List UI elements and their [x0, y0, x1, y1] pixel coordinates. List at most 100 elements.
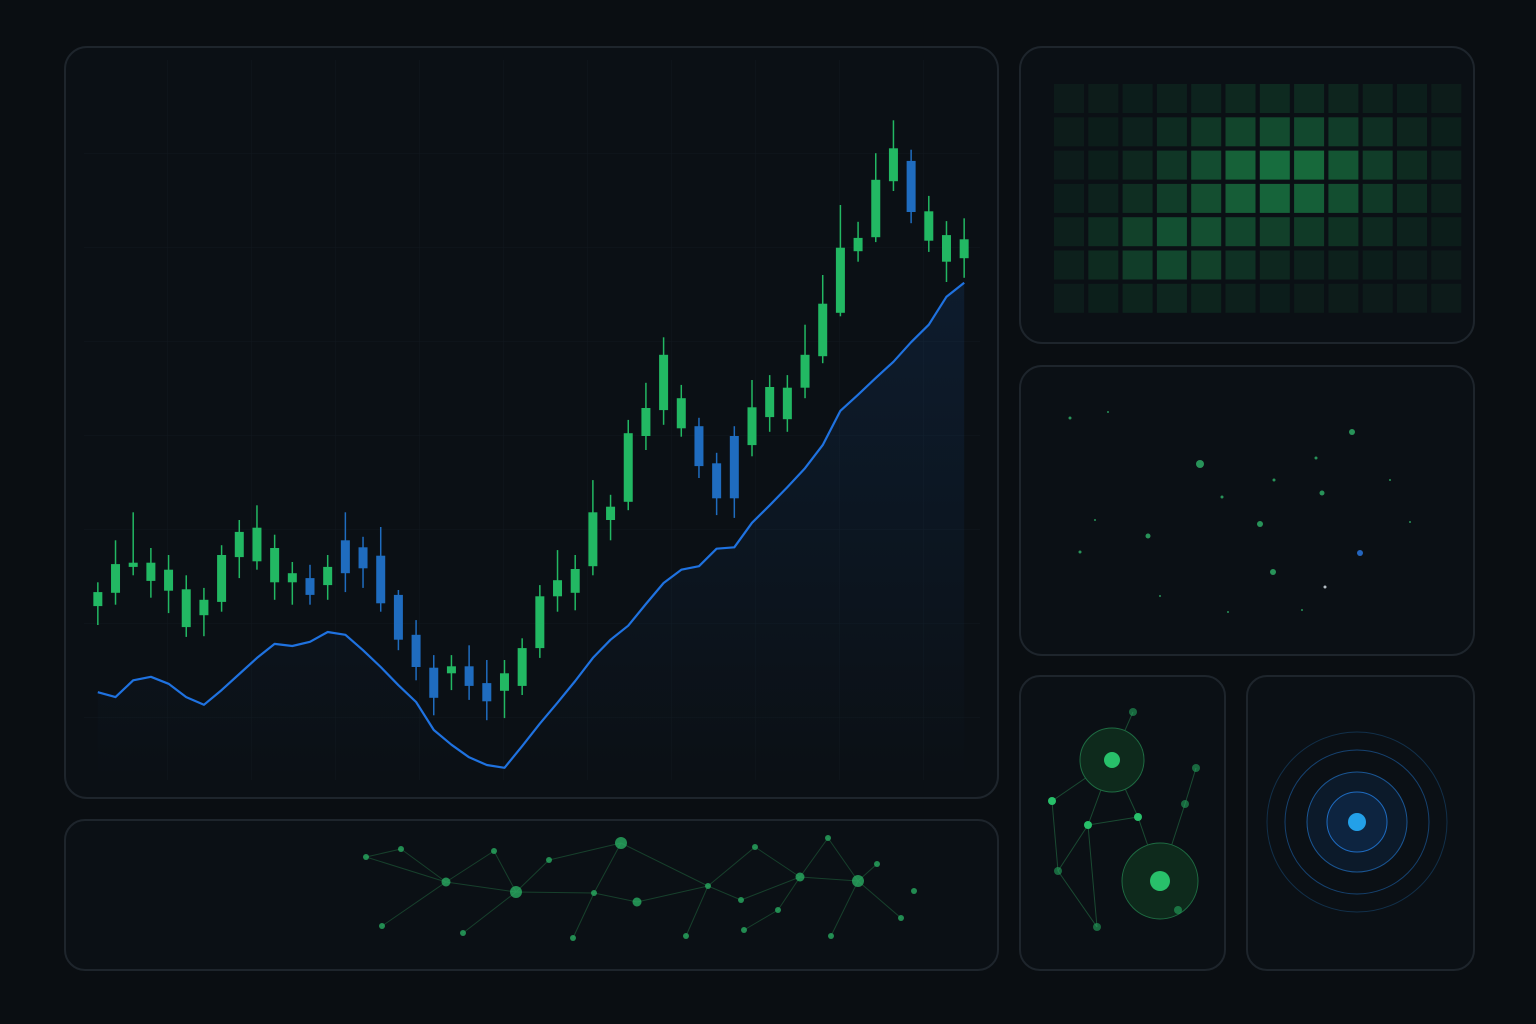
network-node — [795, 872, 805, 882]
network-node — [460, 930, 466, 936]
heatmap-cell — [1122, 250, 1153, 280]
network-link — [799, 837, 829, 878]
heatmap-cell — [1259, 250, 1290, 280]
network-link — [1087, 824, 1098, 928]
scatter-dot — [1409, 521, 1411, 523]
heatmap-cell — [1156, 84, 1187, 113]
heatmap-cell — [1362, 84, 1393, 113]
heatmap-cell — [1328, 117, 1359, 147]
scatter-dot — [1068, 416, 1072, 420]
candle-body — [111, 564, 121, 593]
network-link — [827, 837, 859, 882]
candle-body — [747, 407, 757, 446]
candle-body — [93, 592, 103, 607]
network-link — [1057, 870, 1098, 928]
network-link — [515, 859, 550, 893]
scatter-dot — [1196, 460, 1204, 468]
candle-body — [835, 247, 845, 313]
heatmap-cell — [1328, 250, 1359, 280]
network-node — [828, 933, 834, 939]
candle-body — [464, 666, 474, 686]
heatmap-cell — [1054, 217, 1084, 247]
network-link — [636, 885, 709, 903]
candle-body — [446, 666, 456, 674]
network-node — [632, 897, 642, 907]
scatter-dot — [1272, 478, 1276, 482]
candle-body — [782, 387, 792, 420]
network-node — [1174, 906, 1182, 914]
candle-body — [217, 555, 227, 602]
network-link — [685, 885, 709, 937]
network-link — [462, 891, 517, 934]
scatter-dot — [1107, 411, 1109, 413]
heatmap-cell — [1362, 283, 1393, 313]
candle-body — [535, 596, 545, 649]
network-node — [775, 907, 781, 913]
heatmap-cell — [1294, 150, 1325, 180]
network-link — [777, 876, 801, 911]
heatmap-cell — [1054, 150, 1084, 180]
candle-body — [765, 387, 775, 418]
network-link — [1087, 816, 1139, 826]
scatter-dot — [1301, 609, 1303, 611]
heatmap-cell — [1225, 117, 1256, 147]
heatmap-cell — [1397, 84, 1427, 113]
network-node — [510, 886, 522, 898]
candle-body — [287, 573, 297, 583]
candle-body — [234, 531, 244, 558]
candle-body — [482, 683, 492, 702]
heatmap-cell — [1328, 217, 1359, 247]
heatmap-cell — [1362, 183, 1393, 213]
decorations — [1266, 731, 1448, 913]
heatmap-cell — [1225, 217, 1256, 247]
network-node — [874, 861, 880, 867]
heatmap-cell — [1259, 84, 1290, 113]
network-link — [754, 846, 801, 878]
network-node — [441, 877, 451, 887]
candle-body — [570, 569, 580, 593]
network-node — [911, 888, 917, 894]
heatmap-cell — [1362, 217, 1393, 247]
heatmap-cell — [1294, 283, 1325, 313]
candle-body — [340, 540, 350, 574]
candle-body — [393, 594, 403, 640]
network-link — [799, 876, 859, 882]
candle-body — [729, 436, 739, 499]
heatmap-cell — [1156, 283, 1187, 313]
network-node — [570, 935, 576, 941]
network-node — [738, 897, 744, 903]
network-link — [365, 848, 402, 858]
candle-body — [270, 548, 280, 583]
heatmap-cell — [1431, 150, 1462, 180]
candle-body — [712, 463, 722, 499]
candle-body — [305, 578, 315, 595]
heatmap-cell — [1054, 283, 1084, 313]
network-node — [615, 837, 627, 849]
network-link — [593, 892, 638, 903]
network-link — [1184, 767, 1197, 805]
network-link — [740, 876, 801, 901]
candle-body — [659, 354, 669, 411]
scatter-dot — [1094, 519, 1096, 521]
candle-body — [906, 160, 916, 212]
scatter-dot — [1349, 429, 1355, 435]
network-link — [593, 842, 622, 894]
network-link — [743, 909, 779, 931]
heatmap-cell — [1328, 150, 1359, 180]
network-link — [365, 856, 447, 883]
heatmap-cell — [1122, 84, 1153, 113]
heatmap-cell — [1397, 217, 1427, 247]
heatmap-cell — [1397, 117, 1427, 147]
network-node — [683, 933, 689, 939]
network-link — [620, 842, 709, 887]
network-node — [1054, 867, 1062, 875]
heatmap-cell — [1191, 183, 1222, 213]
network-node — [491, 848, 497, 854]
network-node — [1134, 813, 1142, 821]
network-node — [1048, 797, 1056, 805]
candle-body — [853, 237, 863, 252]
candle-body — [641, 408, 651, 436]
series-area — [97, 282, 965, 780]
network-node — [379, 923, 385, 929]
